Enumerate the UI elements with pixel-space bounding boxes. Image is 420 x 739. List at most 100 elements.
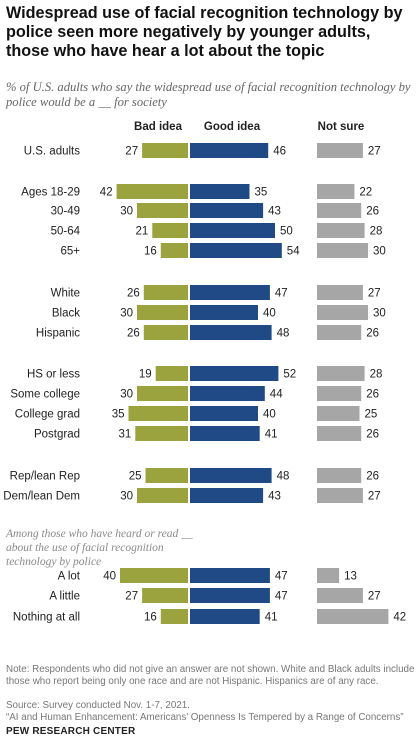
- bar-good-idea: [190, 184, 250, 199]
- value-bad-idea: 42: [100, 187, 113, 199]
- category-label: Black: [52, 308, 80, 320]
- category-label: White: [51, 288, 80, 300]
- bar-good-idea: [190, 223, 275, 238]
- legend-good-idea: Good idea: [204, 121, 261, 133]
- report-title: “AI and Human Enhancement: Americans’ Op…: [6, 712, 404, 723]
- category-label: A lot: [58, 571, 81, 583]
- bar-bad-idea: [120, 568, 188, 583]
- bar-not-sure: [317, 609, 389, 624]
- bar-good-idea: [190, 426, 260, 441]
- category-label: 65+: [60, 246, 80, 258]
- value-not-sure: 27: [368, 288, 381, 300]
- value-good-idea: 41: [265, 429, 278, 441]
- bar-bad-idea: [137, 203, 188, 218]
- value-not-sure: 26: [366, 471, 379, 483]
- bar-good-idea: [190, 588, 270, 603]
- value-good-idea: 50: [280, 226, 293, 238]
- value-bad-idea: 16: [144, 246, 157, 258]
- bar-not-sure: [317, 203, 362, 218]
- bar-good-idea: [190, 468, 272, 483]
- value-bad-idea: 27: [125, 591, 138, 603]
- value-not-sure: 26: [366, 389, 379, 401]
- value-not-sure: 26: [366, 429, 379, 441]
- bar-good-idea: [190, 243, 282, 258]
- bar-not-sure: [317, 243, 368, 258]
- category-label: Ages 18-29: [21, 187, 80, 199]
- footnote: Note: Respondents who did not give an an…: [6, 664, 415, 687]
- category-label: Postgrad: [34, 429, 80, 441]
- bar-good-idea: [190, 203, 264, 218]
- bar-not-sure: [317, 223, 365, 238]
- value-good-idea: 43: [268, 206, 281, 218]
- bar-bad-idea: [137, 305, 188, 320]
- value-good-idea: 46: [273, 146, 286, 158]
- value-bad-idea: 26: [127, 328, 140, 340]
- bar-not-sure: [317, 285, 363, 300]
- bar-bad-idea: [137, 386, 188, 401]
- group-note: Among those who have heard or read __ ab…: [6, 528, 193, 568]
- source-note: Source: Survey conducted Nov. 1-7, 2021.: [6, 700, 190, 711]
- value-not-sure: 42: [393, 612, 406, 624]
- bar-bad-idea: [116, 184, 188, 199]
- value-bad-idea: 19: [139, 369, 152, 381]
- pew-logo-text: PEW RESEARCH CENTER: [6, 726, 136, 737]
- bar-good-idea: [190, 488, 264, 503]
- value-bad-idea: 21: [136, 226, 149, 238]
- bar-good-idea: [190, 325, 272, 340]
- bar-bad-idea: [137, 488, 188, 503]
- category-label: Nothing at all: [13, 612, 80, 624]
- bar-not-sure: [317, 468, 362, 483]
- category-label: Hispanic: [36, 328, 80, 340]
- value-bad-idea: 31: [119, 429, 132, 441]
- value-good-idea: 40: [263, 308, 276, 320]
- diverging-bar-chart: Bad idea Good idea Not sure U.S. adults 27 46…: [3, 121, 406, 624]
- bar-bad-idea: [128, 406, 188, 421]
- value-not-sure: 13: [344, 571, 357, 583]
- value-good-idea: 43: [268, 491, 281, 503]
- category-label: Dem/lean Dem: [3, 491, 80, 503]
- value-good-idea: 47: [275, 591, 288, 603]
- bar-not-sure: [317, 143, 363, 158]
- bar-good-idea: [190, 406, 258, 421]
- bar-bad-idea: [142, 143, 188, 158]
- value-good-idea: 48: [277, 328, 290, 340]
- bar-good-idea: [190, 386, 265, 401]
- bar-not-sure: [317, 325, 362, 340]
- category-label: College grad: [15, 409, 80, 421]
- bar-bad-idea: [142, 588, 188, 603]
- bar-bad-idea: [152, 223, 188, 238]
- value-good-idea: 52: [283, 369, 296, 381]
- bar-good-idea: [190, 609, 260, 624]
- legend-bad-idea: Bad idea: [134, 121, 183, 133]
- value-bad-idea: 35: [112, 409, 125, 421]
- bar-not-sure: [317, 588, 363, 603]
- value-not-sure: 30: [373, 246, 386, 258]
- value-good-idea: 47: [275, 571, 288, 583]
- value-good-idea: 35: [255, 187, 268, 199]
- bar-good-idea: [190, 366, 279, 381]
- bar-bad-idea: [160, 243, 188, 258]
- value-not-sure: 27: [368, 591, 381, 603]
- value-good-idea: 40: [263, 409, 276, 421]
- value-not-sure: 25: [365, 409, 378, 421]
- bar-bad-idea: [160, 609, 188, 624]
- value-bad-idea: 26: [127, 288, 140, 300]
- value-bad-idea: 30: [120, 308, 133, 320]
- value-not-sure: 30: [373, 308, 386, 320]
- bar-not-sure: [317, 184, 355, 199]
- chart-title: Widespread use of facial recognition tec…: [6, 4, 403, 60]
- value-bad-idea: 30: [120, 206, 133, 218]
- value-bad-idea: 30: [120, 389, 133, 401]
- value-not-sure: 27: [368, 491, 381, 503]
- bar-not-sure: [317, 305, 368, 320]
- value-not-sure: 28: [370, 226, 383, 238]
- bar-good-idea: [190, 285, 270, 300]
- value-bad-idea: 16: [144, 612, 157, 624]
- bar-bad-idea: [145, 468, 188, 483]
- value-good-idea: 41: [265, 612, 278, 624]
- bar-good-idea: [190, 568, 270, 583]
- bar-bad-idea: [135, 426, 188, 441]
- bar-good-idea: [190, 143, 269, 158]
- bar-bad-idea: [155, 366, 188, 381]
- value-not-sure: 27: [368, 146, 381, 158]
